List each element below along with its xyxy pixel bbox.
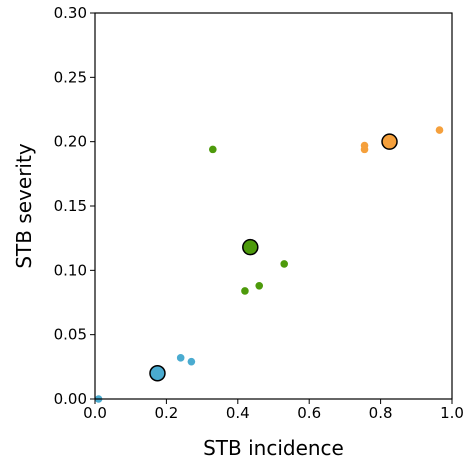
- mean-point: [381, 133, 398, 150]
- data-point: [176, 354, 185, 362]
- y-tick-label: 0.00: [54, 390, 87, 408]
- x-tick-label: 0.8: [369, 404, 393, 422]
- x-axis-title: STB incidence: [203, 436, 344, 460]
- y-tick-label: 0.10: [54, 261, 87, 279]
- x-tick-label: 0.2: [154, 404, 178, 422]
- x-axis: 0.0 0.2 0.4 0.6 0.8 1.0: [83, 399, 464, 422]
- mean-point: [242, 238, 259, 256]
- y-axis: 0.00 0.05 0.10 0.15 0.20 0.25 0.30: [54, 4, 95, 408]
- mean-point: [149, 365, 166, 382]
- x-tick-label: 0.6: [297, 404, 321, 422]
- data-point: [360, 141, 369, 150]
- y-tick-label: 0.05: [54, 326, 87, 344]
- data-points: [94, 126, 444, 403]
- data-point: [280, 260, 289, 268]
- data-point: [241, 287, 249, 295]
- data-point: [255, 281, 264, 290]
- x-tick-label: 0.4: [226, 404, 250, 422]
- data-point: [435, 126, 444, 134]
- plot-frame: [94, 12, 453, 400]
- x-tick-label: 1.0: [440, 404, 464, 422]
- y-tick-label: 0.30: [54, 4, 87, 22]
- y-tick-label: 0.25: [54, 68, 87, 86]
- y-tick-label: 0.15: [54, 197, 87, 215]
- x-tick-label: 0.0: [83, 404, 107, 422]
- data-point: [187, 357, 196, 366]
- data-point: [209, 145, 217, 154]
- y-tick-label: 0.20: [54, 133, 87, 151]
- y-axis-title: STB severity: [12, 143, 36, 268]
